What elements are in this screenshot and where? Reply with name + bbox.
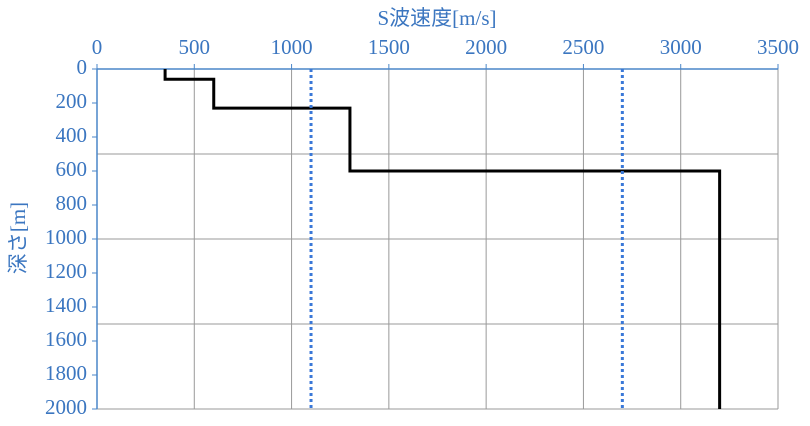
x-tick-label: 3000: [660, 35, 702, 59]
y-tick-label: 1800: [45, 361, 87, 385]
x-tick-label: 0: [92, 35, 103, 59]
y-tick-label: 1200: [45, 259, 87, 283]
y-tick-label: 600: [56, 157, 88, 181]
y-tick-label: 2000: [45, 395, 87, 419]
y-tick-label: 0: [77, 55, 88, 79]
y-tick-label: 1400: [45, 293, 87, 317]
chart-title: S波速度[m/s]: [377, 6, 496, 30]
y-axis-label: 深さ[m]: [6, 202, 30, 274]
x-tick-label: 3500: [757, 35, 799, 59]
series-line: [163, 69, 722, 409]
y-tick-label: 400: [56, 123, 88, 147]
x-tick-label: 2000: [465, 35, 507, 59]
x-tick-label: 1500: [368, 35, 410, 59]
y-tick-label: 200: [56, 89, 88, 113]
x-tick-label: 1000: [271, 35, 313, 59]
y-tick-label: 1600: [45, 327, 87, 351]
y-tick-label: 1000: [45, 225, 87, 249]
x-tick-label: 500: [179, 35, 211, 59]
x-tick-label: 2500: [562, 35, 604, 59]
y-tick-label: 800: [56, 191, 88, 215]
